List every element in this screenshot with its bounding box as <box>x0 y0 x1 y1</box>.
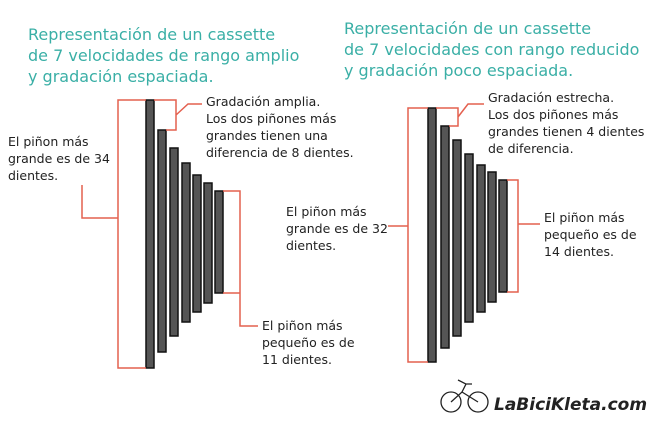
note-line: grande es de 34 <box>8 151 110 166</box>
bracket <box>436 103 484 127</box>
note-line: Los dos piñones más <box>206 111 336 126</box>
bracket <box>223 190 258 327</box>
note-line: de diferencia. <box>488 141 574 156</box>
cog <box>192 174 202 313</box>
cog <box>203 182 213 304</box>
note-line: 11 dientes. <box>262 352 332 367</box>
bracket <box>507 179 540 293</box>
note-line: El piñon más <box>262 318 343 333</box>
cassette-left <box>145 99 224 369</box>
title-line: de 7 velocidades de rango amplio <box>28 46 299 65</box>
bracket <box>81 99 146 369</box>
cog <box>498 179 508 293</box>
logo: LaBiciKleta.com <box>494 395 647 415</box>
note-line: grandes tienen 4 dientes <box>488 124 644 139</box>
bracket <box>154 99 202 131</box>
cog <box>476 164 486 313</box>
note-line: dientes. <box>8 168 58 183</box>
note-line: grandes tienen una <box>206 128 328 143</box>
note-line: Gradación estrecha. <box>488 90 614 105</box>
cog <box>169 147 179 337</box>
cog <box>145 99 155 369</box>
cog <box>452 139 462 337</box>
note-line: Los dos piñones más <box>488 107 618 122</box>
cog <box>214 190 224 294</box>
cog <box>440 125 450 349</box>
bicycle-icon <box>440 379 489 413</box>
title-line: Representación de un cassette <box>28 25 275 44</box>
bracket <box>388 107 428 363</box>
title-line: de 7 velocidades con rango reducido <box>344 40 639 59</box>
note-line: El piñon más <box>8 134 89 149</box>
cog <box>157 129 167 353</box>
cog <box>181 162 191 323</box>
brackets-right <box>388 103 540 363</box>
title-line: y gradación espaciada. <box>28 67 214 86</box>
note-line: pequeño es de <box>262 335 355 350</box>
cassette-right <box>427 107 508 363</box>
note-line: diferencia de 8 dientes. <box>206 145 354 160</box>
note-line: El piñon más <box>544 210 625 225</box>
title-line: y gradación poco espaciada. <box>344 61 573 80</box>
note-line: 14 dientes. <box>544 244 614 259</box>
note-line: dientes. <box>286 238 336 253</box>
cog <box>487 171 497 303</box>
note-line: Gradación amplia. <box>206 94 320 109</box>
title-line: Representación de un cassette <box>344 19 591 38</box>
brackets-left <box>81 99 258 369</box>
cog <box>427 107 437 363</box>
cog <box>464 153 474 323</box>
note-line: grande es de 32 <box>286 221 388 236</box>
note-line: pequeño es de <box>544 227 637 242</box>
note-line: El piñon más <box>286 204 367 219</box>
